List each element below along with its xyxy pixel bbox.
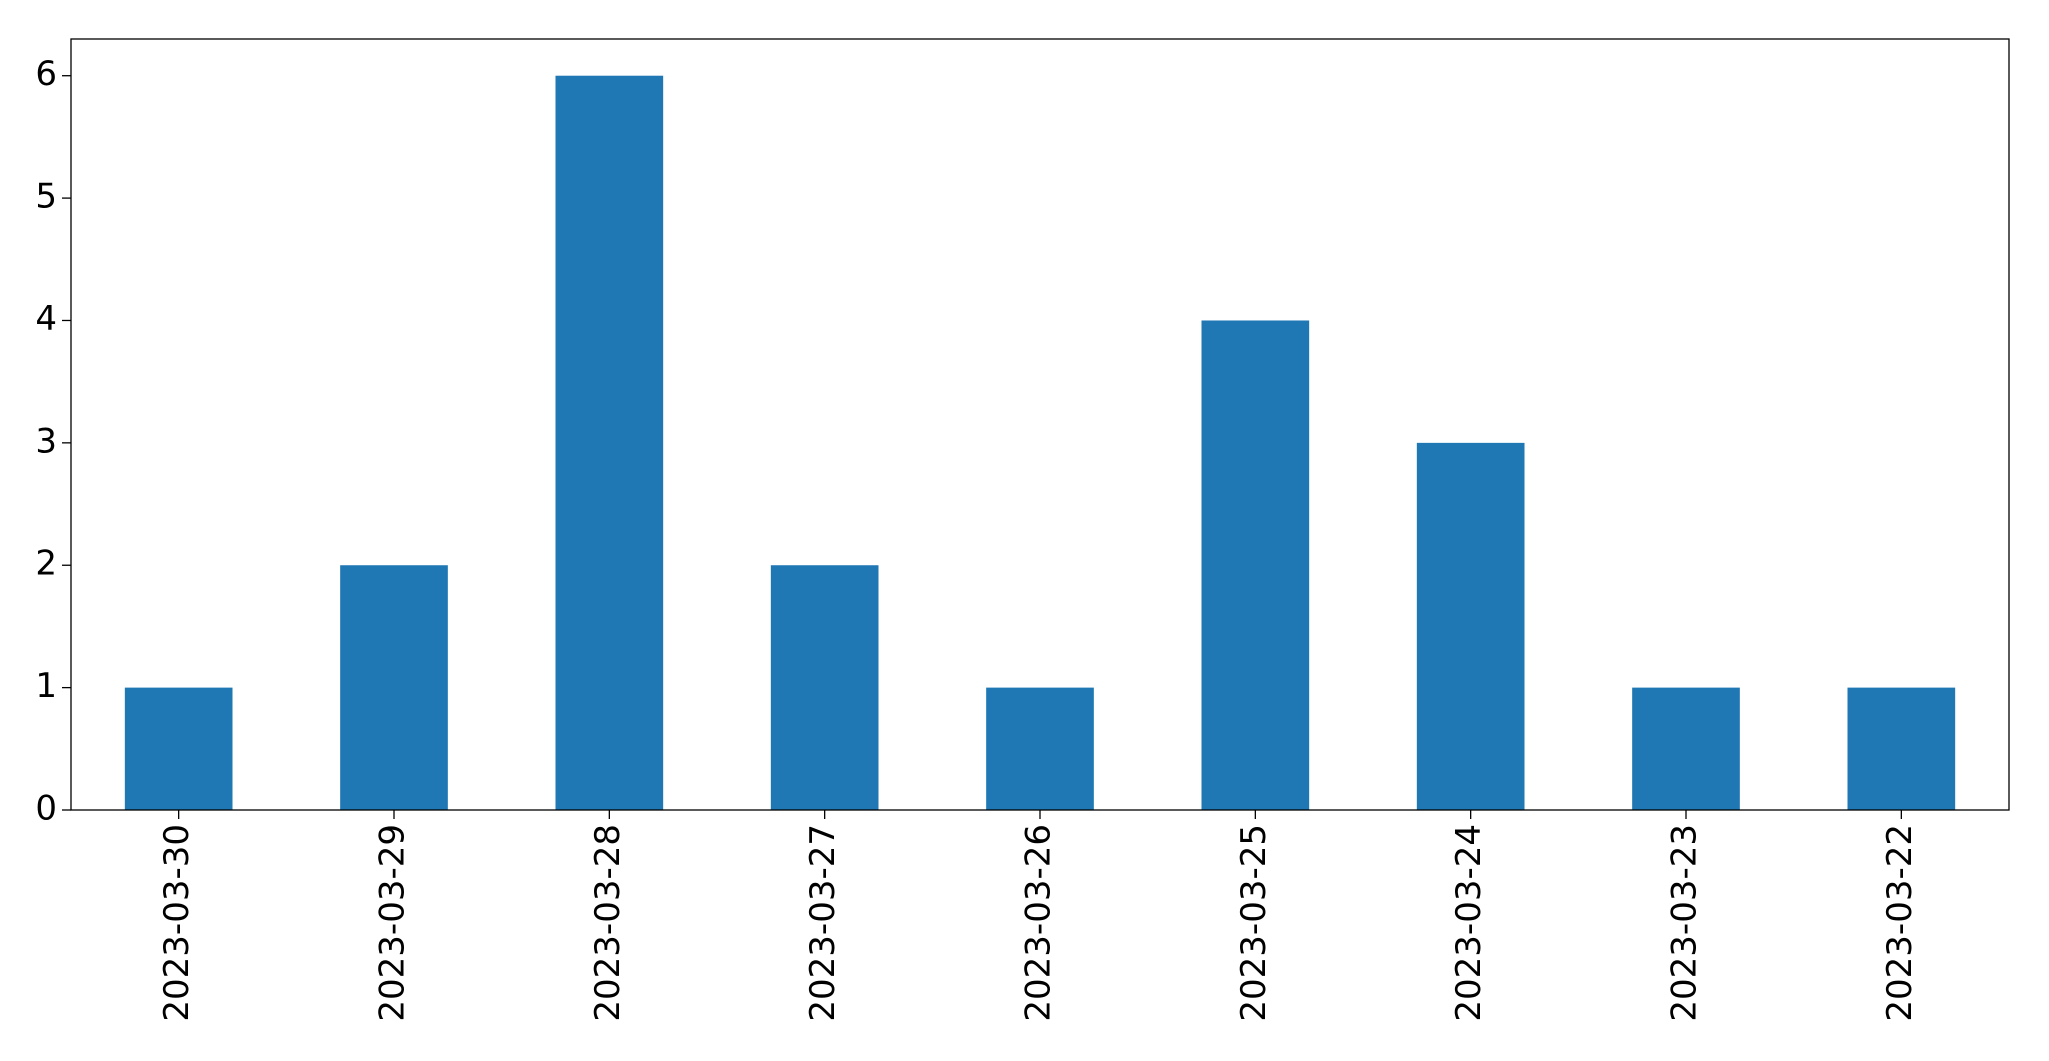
bar (124, 687, 233, 810)
bar (770, 565, 879, 810)
bar (555, 75, 664, 810)
y-tick-label: 4 (35, 299, 57, 339)
x-tick-label: 2023-03-28 (588, 824, 628, 1022)
bar (1201, 320, 1310, 810)
x-tick-label: 2023-03-22 (1880, 824, 1920, 1022)
x-tick-label: 2023-03-26 (1019, 824, 1059, 1022)
x-tick-label: 2023-03-27 (803, 824, 843, 1022)
bar (340, 565, 448, 810)
x-tick-label: 2023-03-30 (157, 824, 197, 1022)
x-tick-label: 2023-03-29 (373, 824, 413, 1022)
bar (1632, 687, 1740, 810)
plot-frame (70, 38, 2010, 811)
bar (1416, 442, 1525, 810)
y-tick-label: 6 (35, 54, 57, 94)
bar (986, 687, 1094, 810)
x-tick-label: 2023-03-25 (1234, 824, 1274, 1022)
y-tick-label: 0 (35, 789, 57, 829)
x-tick-label: 2023-03-23 (1665, 824, 1705, 1022)
y-tick-label: 2 (35, 544, 57, 584)
y-tick-label: 3 (35, 421, 57, 461)
bar (1847, 687, 1956, 810)
x-tick-label: 2023-03-24 (1449, 824, 1489, 1022)
y-tick-label: 5 (35, 177, 57, 217)
y-tick-label: 1 (35, 666, 57, 706)
